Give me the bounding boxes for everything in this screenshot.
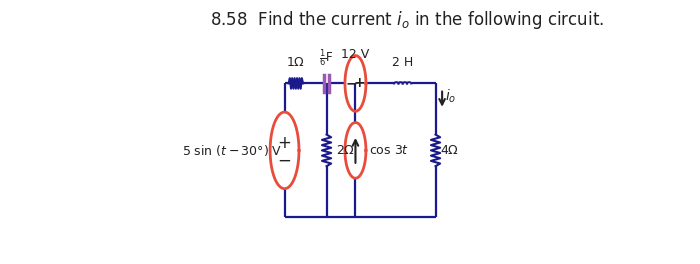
Text: −: − — [345, 76, 357, 90]
Text: 12 V: 12 V — [342, 48, 370, 61]
Text: cos 3$t$: cos 3$t$ — [369, 144, 410, 157]
Text: 8.58  Find the current $i_o$ in the following circuit.: 8.58 Find the current $i_o$ in the follo… — [210, 8, 604, 31]
Text: 2 H: 2 H — [392, 56, 413, 69]
Text: 2$\Omega$: 2$\Omega$ — [336, 144, 355, 157]
Text: 1$\Omega$: 1$\Omega$ — [286, 56, 305, 69]
Text: $i_o$: $i_o$ — [445, 88, 456, 105]
Text: 5 sin ($t - 30°$) V: 5 sin ($t - 30°$) V — [181, 143, 282, 158]
Text: +: + — [278, 134, 291, 152]
Text: $\frac{1}{6}$F: $\frac{1}{6}$F — [319, 47, 334, 69]
Text: 4$\Omega$: 4$\Omega$ — [440, 144, 459, 157]
Text: −: − — [278, 152, 291, 170]
Text: +: + — [354, 76, 365, 90]
